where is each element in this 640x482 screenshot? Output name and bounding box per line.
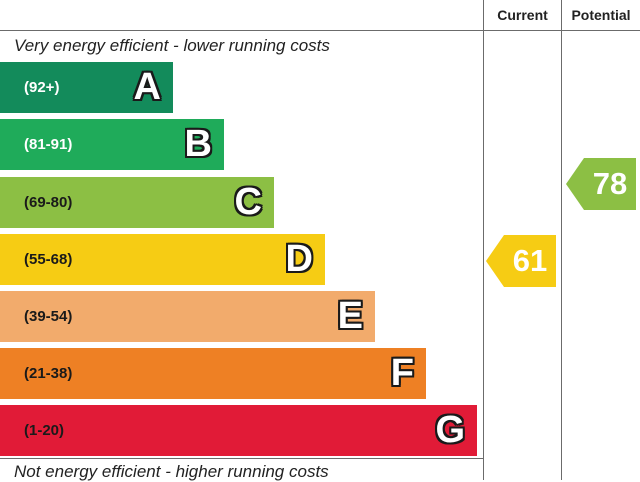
potential-rating-pointer xyxy=(566,158,584,210)
caption-inefficient: Not energy efficient - higher running co… xyxy=(14,462,329,481)
current-rating-pointer xyxy=(486,235,504,287)
band-d: (55-68) D xyxy=(0,234,325,285)
band-e-letter: E xyxy=(337,295,363,337)
band-g: (1-20) G xyxy=(0,405,477,456)
band-d-range: (55-68) xyxy=(24,251,73,268)
band-f-letter: F xyxy=(390,352,414,394)
potential-rating-arrow: 78 xyxy=(566,158,636,210)
band-f: (21-38) F xyxy=(0,348,426,399)
band-c: (69-80) C xyxy=(0,177,274,228)
current-rating-value: 61 xyxy=(504,235,556,287)
band-c-letter: C xyxy=(234,181,262,223)
band-c-range: (69-80) xyxy=(24,194,73,211)
band-b-letter: B xyxy=(184,123,212,165)
band-b: (81-91) B xyxy=(0,119,224,170)
caption-efficient: Very energy efficient - lower running co… xyxy=(14,36,330,55)
band-g-letter: G xyxy=(435,409,465,451)
potential-rating-value: 78 xyxy=(584,158,636,210)
band-f-range: (21-38) xyxy=(24,365,73,382)
current-column-header: Current xyxy=(497,7,548,23)
column-divider-left xyxy=(483,0,484,480)
band-e-range: (39-54) xyxy=(24,308,73,325)
band-b-range: (81-91) xyxy=(24,136,73,153)
band-d-letter: D xyxy=(285,238,313,280)
band-a: (92+) A xyxy=(0,62,173,113)
band-a-range: (92+) xyxy=(24,79,60,96)
bottom-divider xyxy=(0,458,483,459)
potential-column-header: Potential xyxy=(571,7,631,23)
band-a-letter: A xyxy=(133,66,161,108)
current-rating-arrow: 61 xyxy=(486,235,556,287)
band-g-range: (1-20) xyxy=(24,422,65,439)
header-divider xyxy=(0,30,640,31)
band-e: (39-54) E xyxy=(0,291,375,342)
column-divider-mid xyxy=(561,0,562,480)
